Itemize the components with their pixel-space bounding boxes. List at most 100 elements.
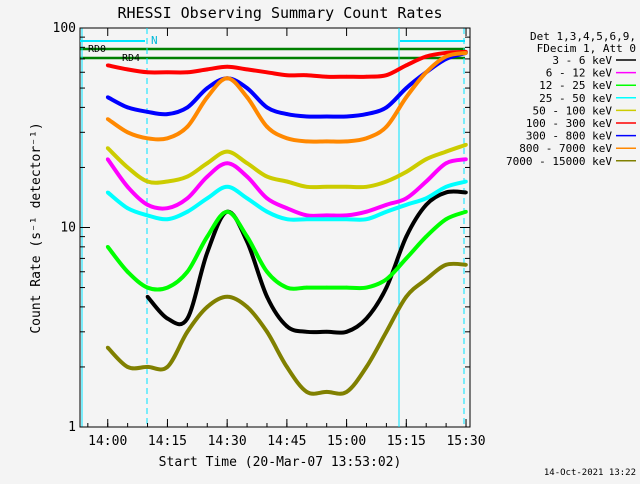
data-point <box>105 146 110 150</box>
data-point <box>364 136 369 141</box>
data-point <box>464 51 468 55</box>
data-point <box>384 203 389 207</box>
legend-label: 50 - 100 keV <box>533 104 613 117</box>
data-point <box>285 206 289 210</box>
data-point <box>185 270 190 274</box>
data-point <box>344 285 349 290</box>
data-point <box>424 196 429 201</box>
data-point <box>125 67 130 72</box>
data-point <box>245 86 249 90</box>
data-point <box>145 70 150 75</box>
legend-label: 300 - 800 keV <box>526 130 612 143</box>
data-point <box>464 263 468 267</box>
data-point <box>404 196 409 201</box>
series-50-100-kev <box>105 142 468 190</box>
data-point <box>145 110 150 114</box>
data-point <box>145 213 150 218</box>
data-point <box>145 365 150 369</box>
legend-label: 800 - 7000 keV <box>519 142 612 155</box>
data-point <box>384 209 389 214</box>
data-point <box>404 203 409 207</box>
night-label: N <box>151 34 158 47</box>
data-point <box>404 86 409 90</box>
data-point <box>265 294 269 299</box>
data-point <box>344 217 349 221</box>
footer-date: 14-Oct-2021 13:22 <box>544 468 636 478</box>
data-point <box>265 124 269 129</box>
data-point <box>245 234 249 239</box>
data-point <box>464 179 468 184</box>
series-800-7000-kev <box>105 50 468 144</box>
rd0-label: RD0 <box>88 44 106 55</box>
x-tick-label: 14:45 <box>267 434 306 449</box>
data-point <box>165 365 170 369</box>
data-point <box>125 365 130 369</box>
data-point <box>305 139 309 144</box>
data-point <box>444 217 448 221</box>
data-point <box>444 149 448 154</box>
x-tick-label: 14:15 <box>148 434 187 449</box>
data-point <box>105 117 110 121</box>
data-point <box>105 95 110 99</box>
data-point <box>285 285 289 290</box>
data-point <box>225 149 229 154</box>
data-point <box>384 277 389 282</box>
axes-layer: 14:00 14:15 14:30 14:45 15:00 15:15 15:30 1 10 10… <box>53 21 486 449</box>
series-6-12-kev <box>105 157 468 218</box>
data-point <box>265 270 269 274</box>
data-point <box>464 142 468 147</box>
data-point <box>225 209 229 214</box>
data-point <box>165 70 170 75</box>
data-point <box>265 174 269 179</box>
data-point <box>324 139 329 144</box>
data-point <box>364 285 369 290</box>
data-point <box>265 330 269 334</box>
legend-label: 12 - 25 keV <box>539 79 612 92</box>
data-point <box>444 263 448 267</box>
data-point <box>225 161 229 165</box>
x-tick-label: 15:00 <box>327 434 366 449</box>
data-point <box>305 390 309 394</box>
legend-label: 6 - 12 keV <box>546 67 613 80</box>
data-point <box>324 114 329 119</box>
y-axis-label: Count Rate (s⁻¹ detector⁻¹) <box>29 122 44 333</box>
data-point <box>165 136 170 141</box>
data-point <box>125 130 130 135</box>
data-point <box>205 161 210 165</box>
data-point <box>285 179 289 184</box>
data-point <box>205 196 210 201</box>
y-tick-label: 1 <box>68 420 76 435</box>
data-point <box>145 136 150 141</box>
data-point <box>285 217 289 221</box>
data-point <box>185 209 190 214</box>
data-point <box>324 185 329 189</box>
data-point <box>205 174 210 179</box>
data-point <box>105 245 110 249</box>
data-point <box>344 213 349 218</box>
series-25-50-kev <box>105 179 468 222</box>
y-tick-label: 10 <box>60 221 76 236</box>
legend-label: 100 - 300 keV <box>526 117 612 130</box>
data-point <box>344 74 349 79</box>
data-point <box>344 139 349 144</box>
data-point <box>125 206 130 210</box>
data-point <box>364 112 369 116</box>
data-point <box>464 209 468 214</box>
data-point <box>205 86 210 90</box>
data-point <box>364 74 369 79</box>
data-point <box>404 63 409 68</box>
data-point <box>404 95 409 99</box>
data-point <box>384 330 389 334</box>
x-axis-label: Start Time (20-Mar-07 13:53:02) <box>159 455 402 470</box>
data-point <box>305 217 309 221</box>
legend-label: 7000 - 15000 keV <box>506 155 612 168</box>
data-point <box>145 203 150 207</box>
data-point <box>424 179 429 184</box>
data-point <box>145 294 150 299</box>
data-point <box>404 170 409 174</box>
data-point <box>285 324 289 329</box>
data-point <box>185 196 190 201</box>
data-point <box>285 112 289 116</box>
data-point <box>444 161 448 165</box>
